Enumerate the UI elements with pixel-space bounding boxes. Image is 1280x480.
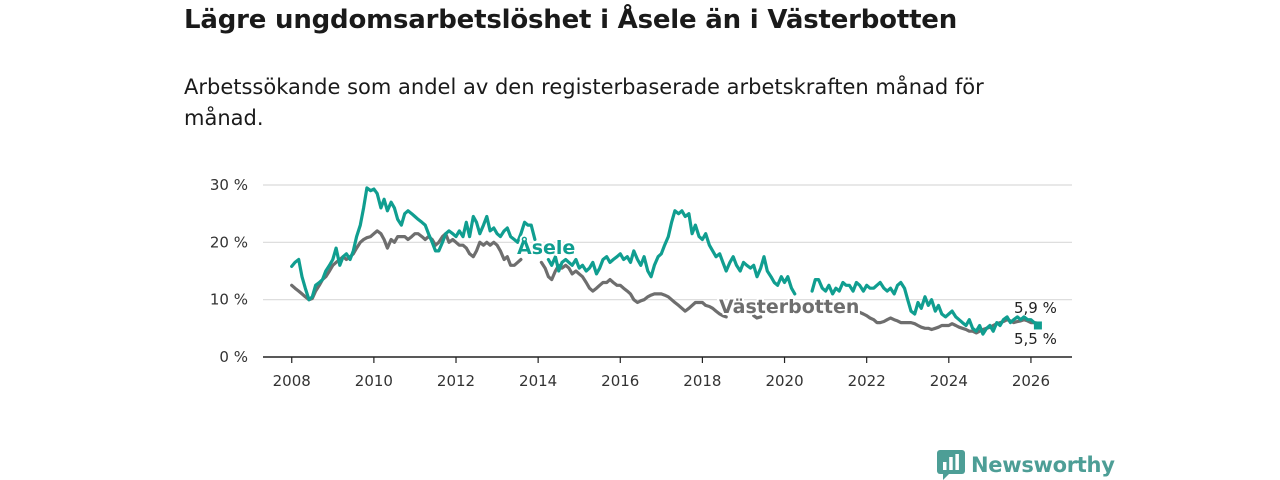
series-line-asele <box>546 209 797 296</box>
series-lines <box>290 186 1042 336</box>
newsworthy-logo: Newsworthy <box>937 450 1115 480</box>
end-label-asele: 5,5 % <box>1014 330 1057 348</box>
end-label-vasterbotten: 5,9 % <box>1014 299 1057 317</box>
y-tick-label: 30 % <box>210 176 248 194</box>
axes: 0 % 10 % 20 % 30 % 2008 2010 2012 2014 2016 2018 2… <box>210 176 1072 390</box>
x-tick-label: 2016 <box>601 372 639 390</box>
chart-title: Lägre ungdomsarbetslöshet i Åsele än i V… <box>184 5 958 35</box>
brand-name: Newsworthy <box>971 453 1115 477</box>
x-tick-label: 2008 <box>273 372 311 390</box>
x-tick-label: 2018 <box>683 372 721 390</box>
series-label-vasterbotten: Västerbotten <box>719 296 859 318</box>
x-tick-label: 2014 <box>519 372 557 390</box>
series-labels: Västerbotten Åsele 5,9 % 5,5 % <box>515 233 1057 348</box>
x-tick-label: 2022 <box>848 372 886 390</box>
end-marker-asele <box>1033 321 1042 330</box>
x-tick-label: 2020 <box>765 372 803 390</box>
series-label-asele: Åsele <box>517 235 575 259</box>
series-line-vasterbotten <box>539 260 728 319</box>
x-tick-label: 2026 <box>1012 372 1050 390</box>
chart-subtitle: Arbetssökande som andel av den registerb… <box>184 75 984 130</box>
series-line-asele <box>290 186 537 302</box>
y-tick-label: 0 % <box>219 348 248 366</box>
series-line-vasterbotten <box>752 314 763 320</box>
y-tick-label: 10 % <box>210 291 248 309</box>
series-line-asele <box>810 278 1040 336</box>
y-tick-label: 20 % <box>210 233 248 251</box>
x-tick-label: 2010 <box>355 372 393 390</box>
bar-chart-icon <box>937 450 965 480</box>
x-tick-label: 2012 <box>437 372 475 390</box>
x-tick-label: 2024 <box>930 372 968 390</box>
series-line-vasterbotten <box>290 229 523 302</box>
